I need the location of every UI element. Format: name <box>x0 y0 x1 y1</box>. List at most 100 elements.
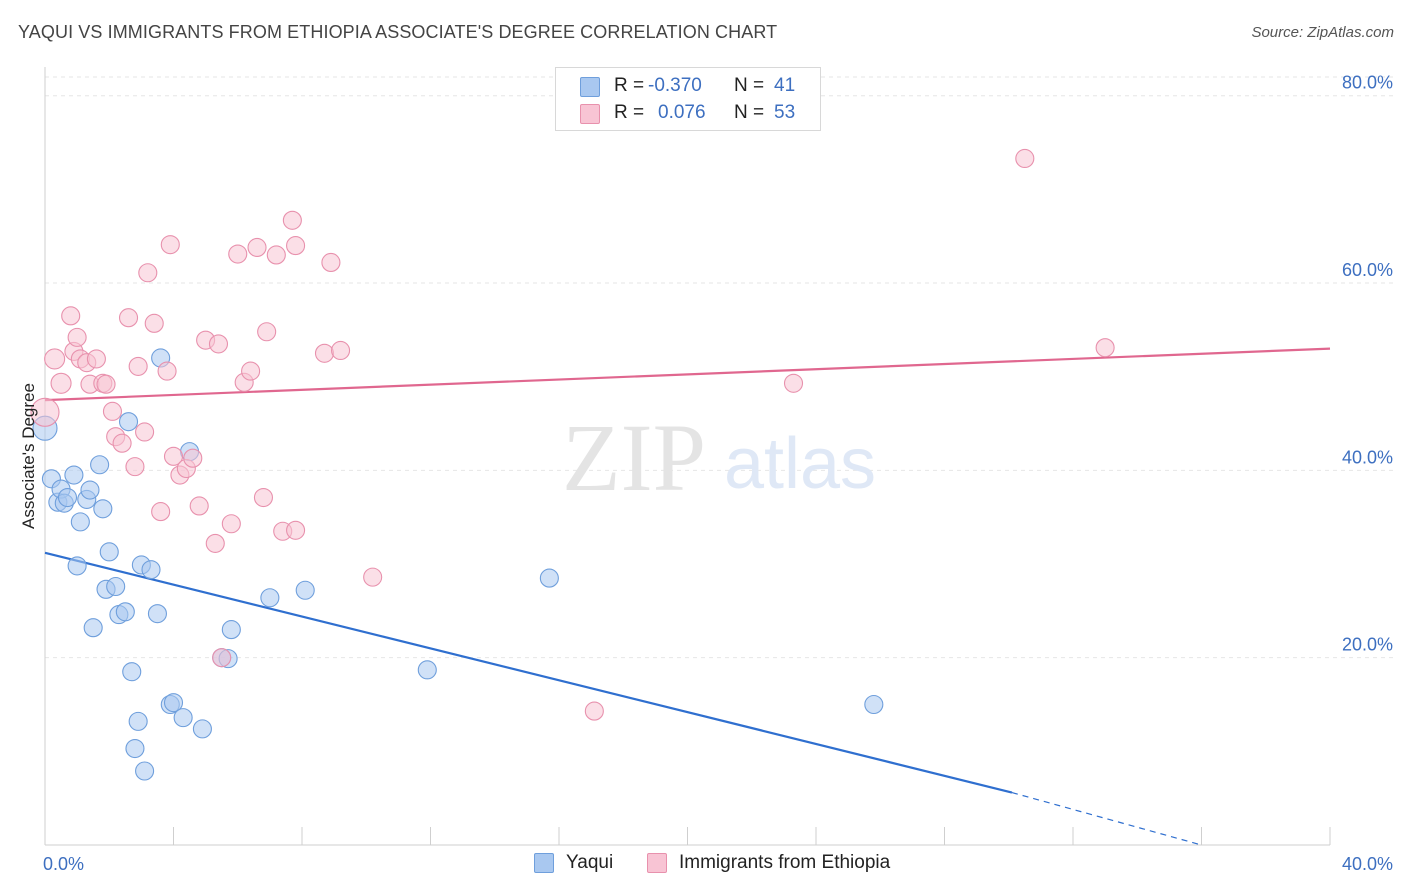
axes: 20.0% 40.0% 60.0% 80.0% 0.0% 40.0% <box>43 67 1393 874</box>
point-yaqui <box>57 487 78 508</box>
source-label: Source: ZipAtlas.com <box>1251 24 1394 41</box>
point-ethiopia <box>151 502 171 522</box>
point-ethiopia <box>783 373 804 393</box>
point-ethiopia <box>144 313 164 333</box>
legend-n-label: N = <box>734 75 765 96</box>
point-ethiopia <box>157 361 177 381</box>
y-tick-label: 60.0% <box>1342 260 1393 280</box>
point-ethiopia <box>44 348 66 370</box>
point-ethiopia <box>30 397 60 427</box>
point-ethiopia <box>253 487 274 508</box>
point-ethiopia <box>584 701 604 721</box>
legend-r-value: 0.076 <box>658 102 706 123</box>
point-ethiopia <box>138 263 158 283</box>
point-ethiopia <box>221 514 241 534</box>
y-tick-label: 40.0% <box>1342 447 1393 467</box>
point-ethiopia <box>314 343 335 363</box>
point-yaqui <box>147 604 167 624</box>
point-yaqui <box>83 618 103 638</box>
point-yaqui <box>64 465 84 485</box>
point-ethiopia <box>112 433 132 453</box>
point-yaqui <box>93 499 113 519</box>
point-ethiopia <box>67 327 87 347</box>
x-tick-label: 0.0% <box>43 854 84 874</box>
point-ethiopia <box>128 356 148 376</box>
point-yaqui <box>90 455 110 475</box>
legend-n-value: 53 <box>774 102 796 123</box>
bottom-legend-label-yaqui: Yaqui <box>566 852 614 873</box>
point-yaqui <box>221 620 241 640</box>
point-ethiopia <box>160 235 180 255</box>
trend-line-yaqui-extension <box>1011 791 1202 846</box>
bottom-legend-swatch-ethiopia <box>647 853 667 873</box>
legend-r-label: R = <box>614 75 645 96</box>
bottom-legend-swatch-yaqui <box>534 853 554 873</box>
point-ethiopia <box>228 244 248 264</box>
point-ethiopia <box>135 422 155 442</box>
point-ethiopia <box>86 349 106 369</box>
point-yaqui <box>128 711 148 731</box>
point-ethiopia <box>96 374 116 394</box>
point-ethiopia <box>205 533 225 553</box>
point-yaqui <box>539 568 559 588</box>
point-ethiopia <box>241 361 261 381</box>
point-ethiopia <box>212 648 232 668</box>
point-ethiopia <box>183 448 203 468</box>
point-ethiopia <box>1095 338 1115 358</box>
chart-title: YAQUI VS IMMIGRANTS FROM ETHIOPIA ASSOCI… <box>18 22 778 42</box>
y-tick-label: 20.0% <box>1342 635 1393 655</box>
point-ethiopia <box>286 520 306 540</box>
data-points <box>30 148 1115 781</box>
point-ethiopia <box>330 340 351 361</box>
point-yaqui <box>106 576 126 597</box>
point-ethiopia <box>321 252 341 272</box>
y-tick-label: 80.0% <box>1342 73 1393 93</box>
point-yaqui <box>417 660 437 680</box>
legend-swatch-ethiopia <box>580 104 600 124</box>
point-yaqui <box>118 412 139 432</box>
watermark-atlas: atlas <box>724 424 876 504</box>
legend-n-label: N = <box>734 102 765 123</box>
point-ethiopia <box>208 334 229 354</box>
legend-r-label: R = <box>614 102 645 123</box>
point-ethiopia <box>1015 148 1035 169</box>
point-ethiopia <box>282 210 302 230</box>
y-axis-title: Associate's Degree <box>19 383 38 529</box>
point-yaqui <box>67 556 87 576</box>
point-yaqui <box>70 512 90 532</box>
point-yaqui <box>260 588 280 608</box>
trend-lines <box>44 347 1331 846</box>
point-ethiopia <box>118 308 139 328</box>
point-ethiopia <box>286 236 306 256</box>
point-yaqui <box>122 662 142 682</box>
correlation-legend: R = -0.370 N = 41 R = 0.076 N = 53 <box>555 67 821 131</box>
point-ethiopia <box>266 245 286 265</box>
point-yaqui <box>115 602 135 622</box>
point-ethiopia <box>163 446 184 466</box>
point-yaqui <box>125 738 145 759</box>
point-ethiopia <box>102 401 123 421</box>
point-yaqui <box>163 693 184 713</box>
point-yaqui <box>80 480 100 500</box>
watermark-zip: ZIP <box>562 404 706 511</box>
point-ethiopia <box>125 457 145 477</box>
point-yaqui <box>295 580 315 600</box>
legend-n-value: 41 <box>774 75 796 96</box>
bottom-legend-label-ethiopia: Immigrants from Ethiopia <box>679 852 891 873</box>
trend-line-yaqui <box>44 551 1013 794</box>
point-ethiopia <box>363 567 383 587</box>
legend-swatch-yaqui <box>580 77 600 97</box>
point-ethiopia <box>50 372 72 394</box>
point-yaqui <box>192 719 212 739</box>
x-tick-label: 40.0% <box>1342 854 1393 874</box>
point-yaqui <box>135 761 155 781</box>
point-ethiopia <box>61 306 81 326</box>
point-yaqui <box>173 708 193 728</box>
point-ethiopia <box>247 237 267 258</box>
point-ethiopia <box>189 496 209 516</box>
watermark: ZIP atlas <box>562 404 876 511</box>
point-yaqui <box>141 560 161 580</box>
legend-r-value: -0.370 <box>648 75 702 96</box>
point-yaqui <box>864 694 884 715</box>
